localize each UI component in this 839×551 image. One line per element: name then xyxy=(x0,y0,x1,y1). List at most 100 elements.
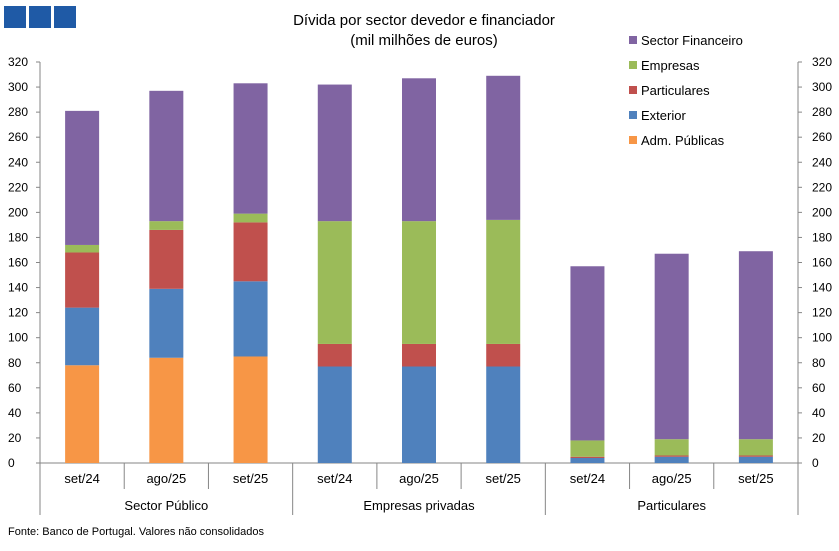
bar-particulares xyxy=(402,343,436,367)
y-tick-label-right: 220 xyxy=(812,180,832,194)
bar-particulares xyxy=(65,252,100,308)
y-tick-label-right: 200 xyxy=(812,205,832,219)
group-label: Particulares xyxy=(637,498,706,513)
bar-sector-financeiro xyxy=(570,266,605,441)
bar-empresas xyxy=(654,439,689,456)
legend-label: Particulares xyxy=(641,83,710,98)
bar-sector-financeiro xyxy=(738,251,773,440)
bar-exterior xyxy=(402,366,436,463)
y-tick-label-left: 320 xyxy=(8,55,28,69)
logo-block-3 xyxy=(54,6,76,28)
bar-empresas xyxy=(486,219,521,344)
x-tick-label: set/25 xyxy=(738,471,773,486)
bar-empresas xyxy=(65,244,100,253)
bar-particulares xyxy=(486,343,521,367)
axes-layer: 0 0 20 20 40 40 60 60 80 80 100 100 120 120 140 140 160 1… xyxy=(8,55,832,515)
bar-empresas xyxy=(233,213,268,223)
y-tick-label-right: 0 xyxy=(812,456,819,470)
legend-label: Exterior xyxy=(641,108,686,123)
y-tick-label-left: 100 xyxy=(8,331,28,345)
y-tick-label-left: 240 xyxy=(8,155,28,169)
bar-exterior xyxy=(317,366,352,463)
bar-empresas xyxy=(402,221,436,344)
bar-sector-financeiro xyxy=(402,78,436,222)
y-tick-label-right: 240 xyxy=(812,155,832,169)
y-tick-label-right: 320 xyxy=(812,55,832,69)
bar-sector-financeiro xyxy=(654,253,689,440)
y-tick-label-right: 120 xyxy=(812,306,832,320)
y-tick-label-left: 220 xyxy=(8,180,28,194)
x-tick-label: set/24 xyxy=(570,471,605,486)
bar-empresas xyxy=(149,221,184,230)
chart-title: Dívida por sector devedor e financiador xyxy=(293,12,555,29)
y-tick-label-right: 280 xyxy=(812,105,832,119)
y-tick-label-right: 100 xyxy=(812,331,832,345)
group-label: Sector Público xyxy=(124,498,208,513)
bar-particulares xyxy=(317,343,352,367)
bar-particulares xyxy=(738,455,773,457)
y-tick-label-right: 160 xyxy=(812,256,832,270)
legend-label: Sector Financeiro xyxy=(641,33,743,48)
x-tick-label: ago/25 xyxy=(146,471,186,486)
legend-swatch xyxy=(629,111,637,119)
y-tick-label-left: 80 xyxy=(8,356,22,370)
y-tick-label-left: 180 xyxy=(8,230,28,244)
bar-sector-financeiro xyxy=(486,75,521,220)
y-tick-label-left: 120 xyxy=(8,306,28,320)
bar-adm-p-blicas xyxy=(65,365,100,463)
bar-empresas xyxy=(317,221,352,344)
legend-swatch xyxy=(629,86,637,94)
legend-swatch xyxy=(629,61,637,69)
y-tick-label-left: 20 xyxy=(8,431,22,445)
x-tick-label: ago/25 xyxy=(399,471,439,486)
legend: Sector Financeiro Empresas Particulares Ext… xyxy=(629,33,743,148)
y-tick-label-left: 160 xyxy=(8,256,28,270)
bar-particulares xyxy=(233,222,268,282)
y-tick-label-left: 200 xyxy=(8,205,28,219)
bar-empresas xyxy=(570,440,605,457)
y-tick-label-left: 260 xyxy=(8,130,28,144)
bar-sector-financeiro xyxy=(149,90,184,222)
bar-particulares xyxy=(149,229,184,289)
y-tick-label-right: 40 xyxy=(812,406,826,420)
source-note: Fonte: Banco de Portugal. Valores não co… xyxy=(8,526,265,538)
bar-exterior xyxy=(233,281,268,357)
y-tick-label-left: 40 xyxy=(8,406,22,420)
bar-sector-financeiro xyxy=(233,83,268,214)
y-tick-label-left: 60 xyxy=(8,381,22,395)
x-tick-label: set/24 xyxy=(317,471,352,486)
group-label: Empresas privadas xyxy=(363,498,475,513)
legend-swatch xyxy=(629,136,637,144)
logo-block-2 xyxy=(29,6,51,28)
bar-sector-financeiro xyxy=(65,110,100,245)
x-tick-label: set/24 xyxy=(64,471,99,486)
bar-empresas xyxy=(738,439,773,456)
x-tick-label: set/25 xyxy=(486,471,521,486)
y-tick-label-left: 280 xyxy=(8,105,28,119)
bar-exterior xyxy=(738,456,773,463)
y-tick-label-right: 60 xyxy=(812,381,826,395)
bar-adm-p-blicas xyxy=(149,357,184,463)
bar-exterior xyxy=(570,457,605,463)
bar-exterior xyxy=(654,456,689,463)
y-tick-label-left: 300 xyxy=(8,80,28,94)
legend-swatch xyxy=(629,36,637,44)
y-tick-label-right: 180 xyxy=(812,230,832,244)
bar-particulares xyxy=(654,455,689,457)
bar-exterior xyxy=(486,366,521,463)
legend-label: Adm. Públicas xyxy=(641,133,725,148)
y-tick-label-left: 140 xyxy=(8,281,28,295)
y-tick-label-right: 80 xyxy=(812,356,826,370)
y-tick-label-right: 300 xyxy=(812,80,832,94)
bar-particulares xyxy=(570,456,605,458)
logo-block-1 xyxy=(4,6,26,28)
chart-subtitle: (mil milhões de euros) xyxy=(350,32,498,49)
bars-layer xyxy=(65,75,773,463)
bar-exterior xyxy=(65,307,100,366)
x-tick-label: ago/25 xyxy=(652,471,692,486)
legend-label: Empresas xyxy=(641,58,700,73)
y-tick-label-right: 20 xyxy=(812,431,826,445)
y-tick-label-left: 0 xyxy=(8,456,15,470)
x-tick-label: set/25 xyxy=(233,471,268,486)
